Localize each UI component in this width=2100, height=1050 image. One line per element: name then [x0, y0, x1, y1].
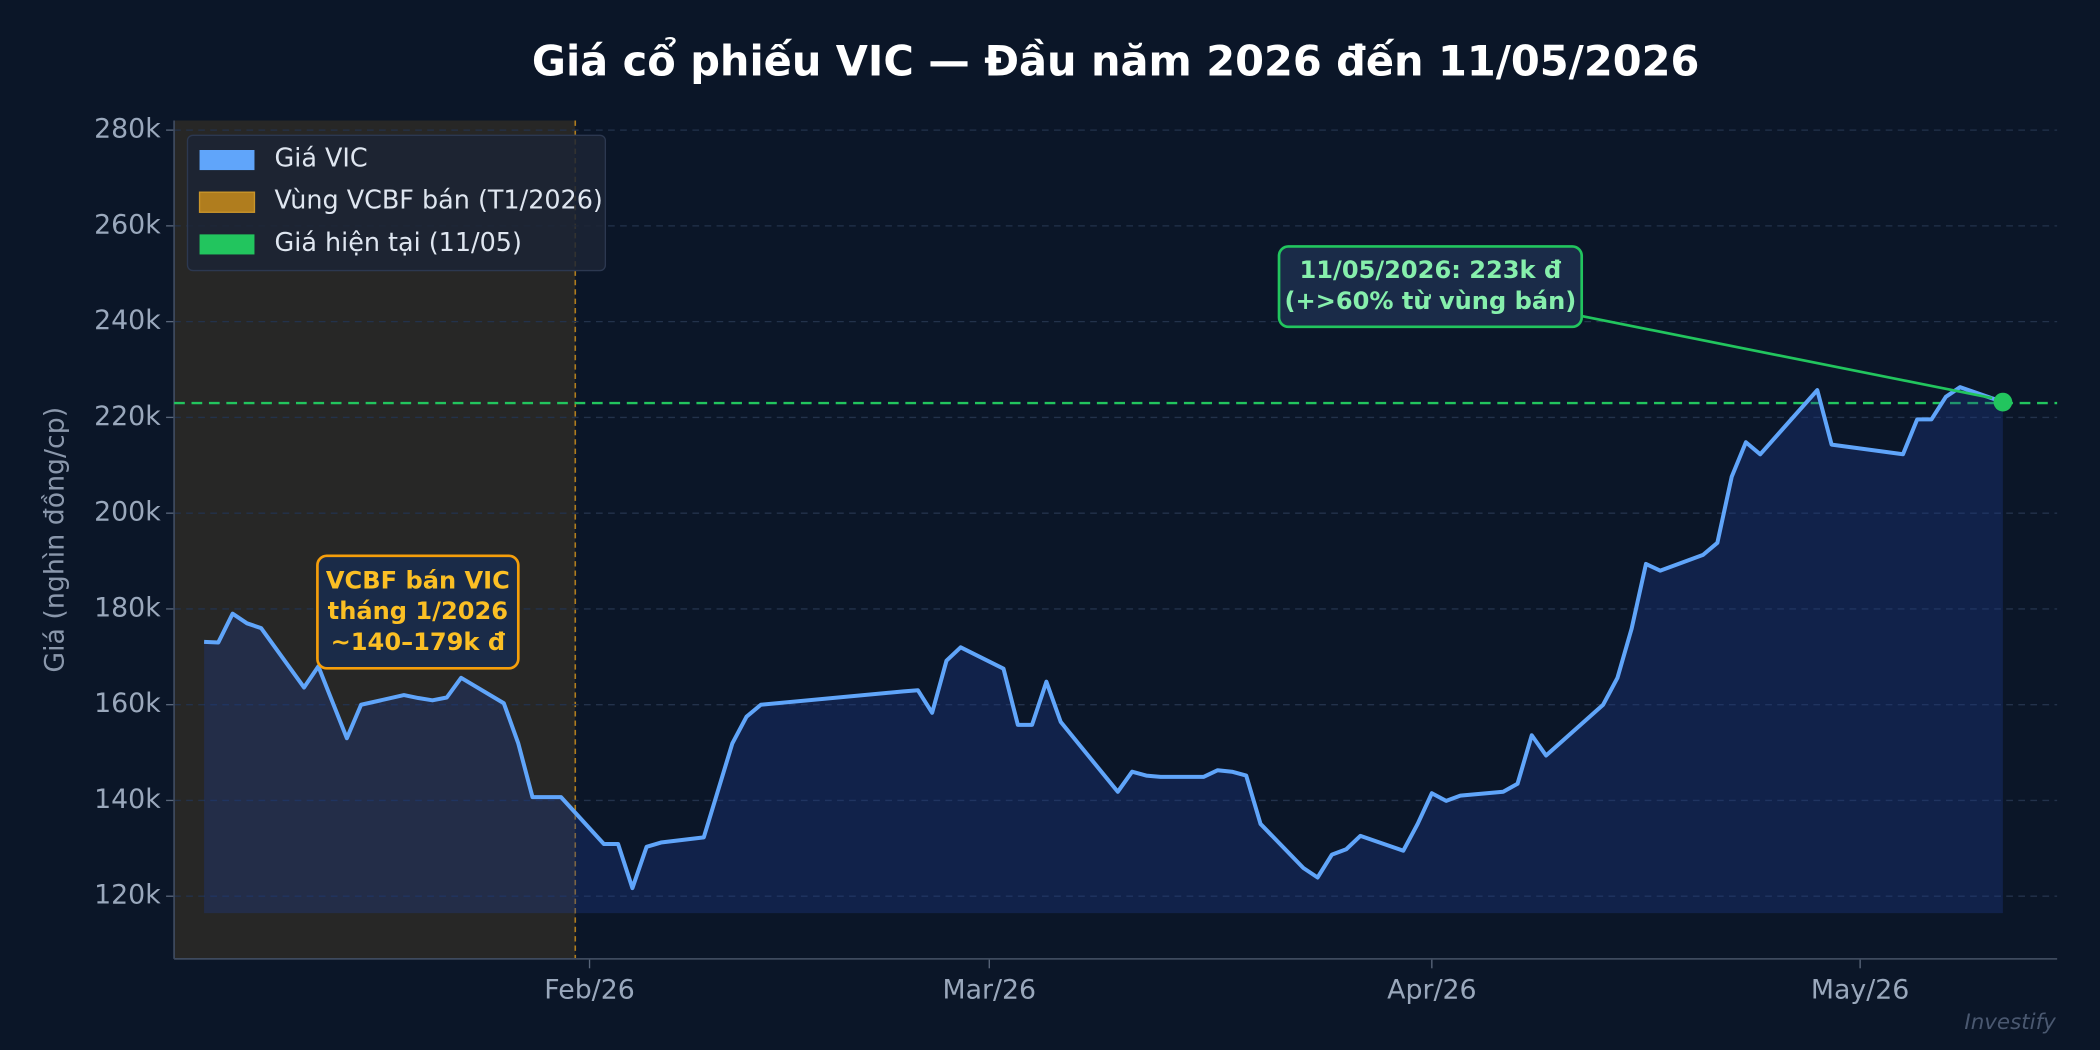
legend-box [186, 134, 607, 272]
y-tick-label: 240k [94, 305, 161, 336]
y-tick-label: 260k [94, 209, 161, 240]
annotation-arrow [1581, 314, 1993, 400]
annotation-text: (+>60% từ vùng bán) [1284, 287, 1576, 315]
annotation-text: ~140–179k đ [331, 628, 506, 656]
area [204, 387, 2003, 914]
y-tick-label: 280k [94, 114, 161, 145]
x-tick-label: Feb/26 [544, 975, 634, 1006]
x-tick-label: Apr/26 [1387, 975, 1476, 1006]
x-tick-label: May/26 [1811, 975, 1909, 1006]
legend-swatch [199, 234, 255, 255]
y-tick-label: 120k [94, 880, 161, 911]
annotation-text: VCBF bán VIC [326, 566, 510, 594]
annotation-box [316, 554, 520, 670]
y-tick-label: 140k [94, 784, 161, 815]
legend-label: Giá hiện tại (11/05) [275, 227, 522, 257]
legend-swatch [198, 191, 256, 213]
y-tick-label: 160k [94, 688, 161, 719]
x-tick-label: Mar/26 [942, 975, 1036, 1006]
y-axis-label: Giá (nghìn đồng/cp) [40, 407, 71, 673]
watermark: Investify [1964, 1010, 2056, 1035]
legend-swatch [199, 150, 255, 171]
annotation-text: tháng 1/2026 [328, 597, 508, 625]
y-tick-label: 220k [94, 401, 161, 432]
y-tick-label: 200k [94, 497, 161, 528]
legend-label: Vùng VCBF bán (T1/2026) [275, 185, 603, 215]
line [204, 385, 2004, 891]
annotation-box [1277, 245, 1584, 329]
annotation-text: 11/05/2026: 223k đ [1300, 256, 1562, 284]
current-point [1993, 392, 2013, 412]
chart-title: Giá cổ phiếu VIC — Đầu năm 2026 đến 11/0… [532, 36, 1699, 85]
legend-label: Giá VIC [275, 142, 368, 172]
y-tick-label: 180k [94, 592, 161, 623]
